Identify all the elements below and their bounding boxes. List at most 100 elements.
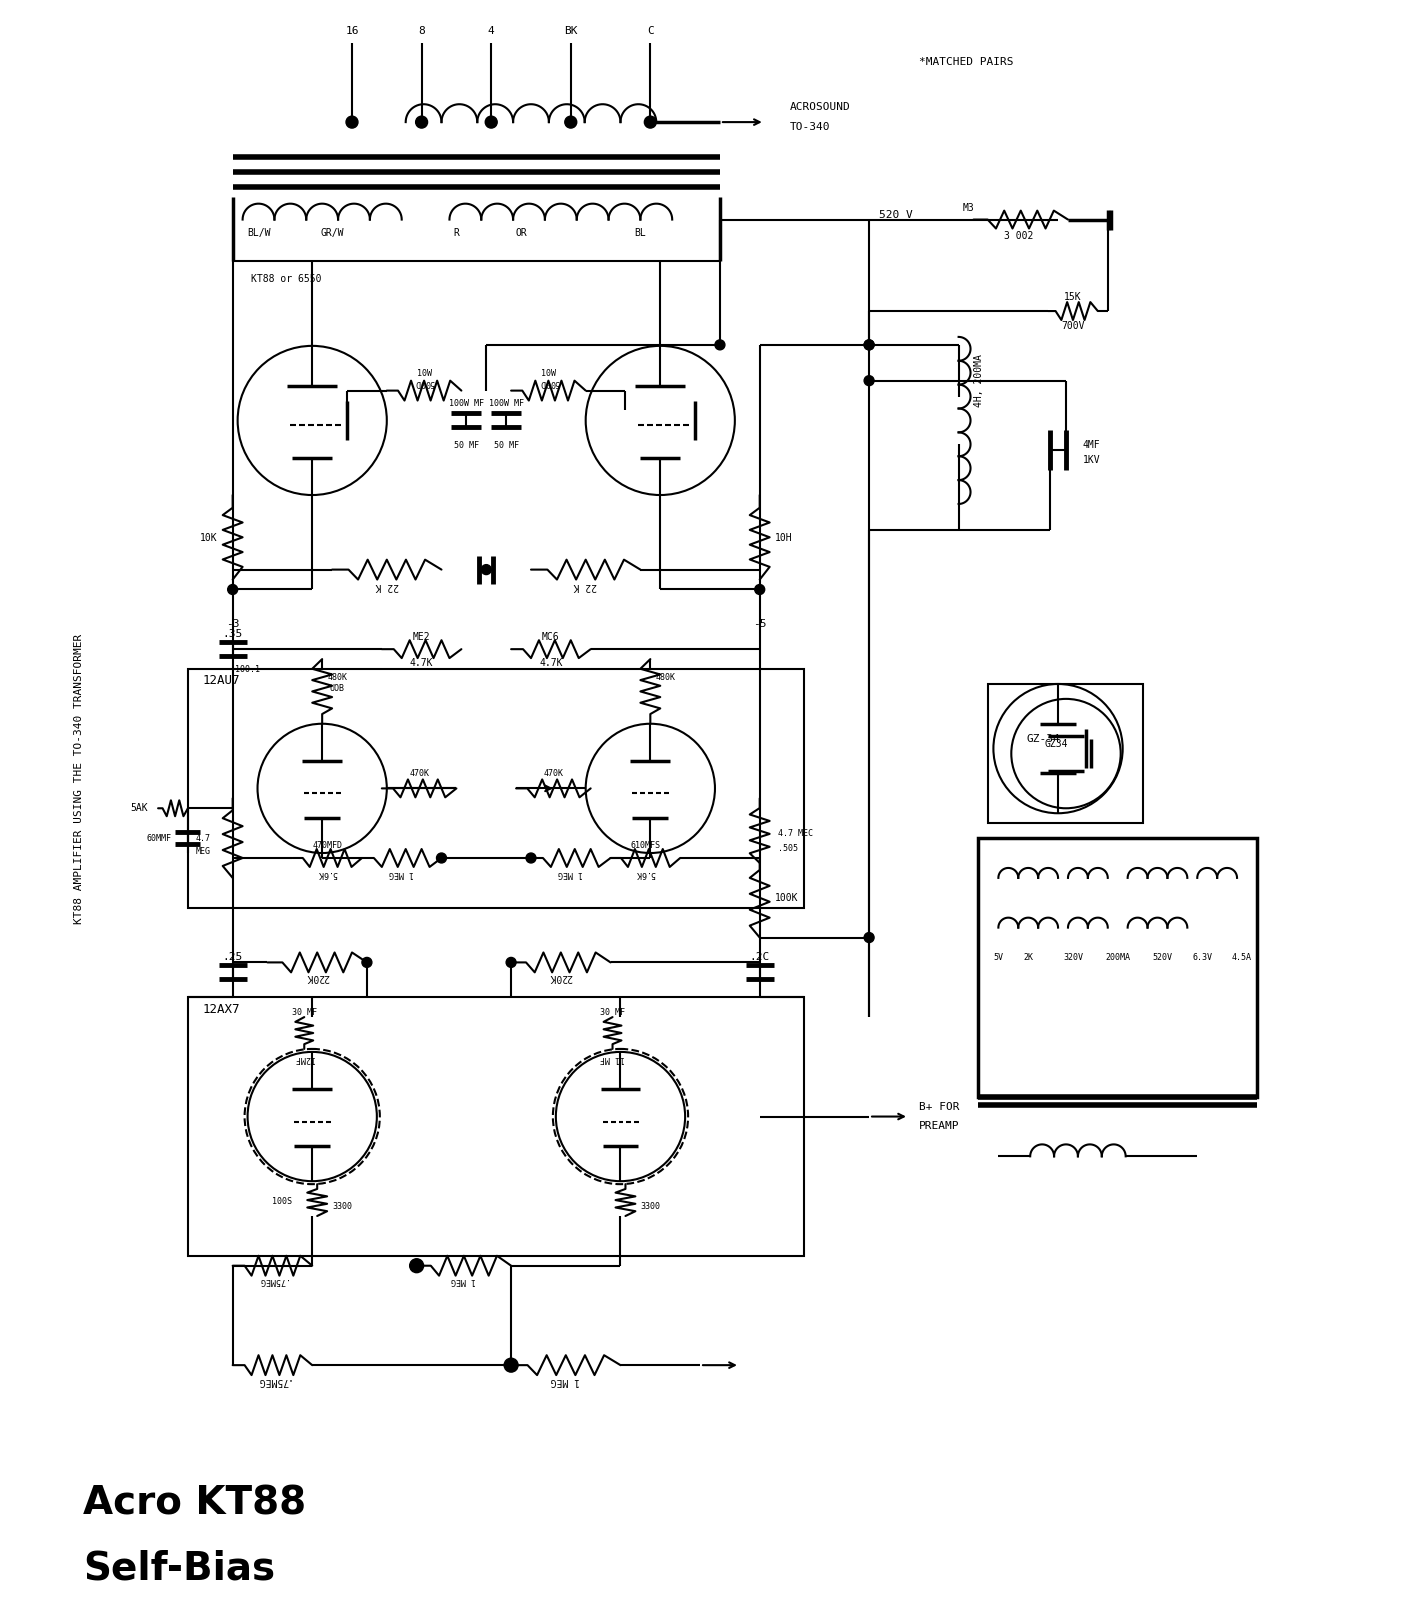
Text: 470K: 470K [410, 770, 429, 778]
Text: 1 MEG: 1 MEG [390, 869, 414, 878]
Text: 3 002: 3 002 [1003, 232, 1033, 242]
Text: 10W: 10W [417, 370, 432, 378]
Text: 1KV: 1KV [1083, 456, 1101, 466]
Text: 60MMF: 60MMF [146, 834, 171, 843]
Text: 16: 16 [346, 26, 359, 35]
Text: 1 MEG: 1 MEG [558, 869, 584, 878]
Text: 15K: 15K [1064, 293, 1081, 302]
Text: GZ-34: GZ-34 [1026, 734, 1060, 744]
Text: 10K: 10K [200, 533, 218, 542]
Text: 100S: 100S [272, 1197, 292, 1205]
Circle shape [645, 117, 656, 128]
Circle shape [228, 584, 238, 595]
Text: -3: -3 [225, 619, 239, 629]
Circle shape [361, 957, 371, 968]
Text: M3: M3 [962, 203, 975, 213]
Text: 4.5A: 4.5A [1231, 954, 1253, 962]
Text: 220K: 220K [306, 973, 329, 982]
Text: ACROSOUND: ACROSOUND [789, 102, 850, 112]
Circle shape [526, 853, 536, 862]
Text: 4.7K: 4.7K [538, 658, 563, 669]
Text: 30 MF: 30 MF [292, 1008, 317, 1016]
Text: 500D: 500D [415, 378, 435, 387]
Text: .505: .505 [778, 843, 798, 853]
Text: 220K: 220K [548, 973, 572, 982]
Text: 5.6K: 5.6K [317, 869, 337, 878]
Text: Acro KT88: Acro KT88 [84, 1485, 306, 1523]
Text: 480K: 480K [655, 672, 676, 682]
Text: UOB: UOB [330, 685, 344, 693]
Bar [188, 997, 805, 1256]
Text: 2K: 2K [1023, 954, 1033, 962]
Text: C: C [648, 26, 653, 35]
Text: B+ FOR: B+ FOR [918, 1101, 959, 1112]
Circle shape [755, 584, 765, 595]
Text: MEG: MEG [196, 846, 211, 856]
Text: 50 MF: 50 MF [453, 442, 479, 450]
Circle shape [864, 376, 874, 386]
Circle shape [485, 117, 497, 128]
Text: 10W: 10W [541, 370, 557, 378]
Bar [979, 838, 1257, 1096]
Text: ME2: ME2 [412, 632, 431, 642]
Circle shape [482, 565, 492, 574]
Text: -5: -5 [752, 619, 767, 629]
Text: 470MFD: 470MFD [312, 840, 341, 850]
Text: 320V: 320V [1063, 954, 1083, 962]
Text: GZ34: GZ34 [1044, 739, 1068, 749]
Text: .25: .25 [222, 952, 242, 963]
Text: 6.3V: 6.3V [1192, 954, 1212, 962]
Text: 470K: 470K [544, 770, 564, 778]
Text: PREAMP: PREAMP [918, 1122, 959, 1131]
Circle shape [436, 853, 446, 862]
Text: 4H, 200MA: 4H, 200MA [973, 354, 983, 406]
Text: 480K: 480K [327, 672, 347, 682]
Text: GR/W: GR/W [320, 229, 344, 238]
Circle shape [415, 117, 428, 128]
Text: 1 MEG: 1 MEG [451, 1277, 476, 1285]
Text: .35: .35 [222, 629, 242, 640]
Text: 5.6K: 5.6K [635, 869, 655, 878]
Text: KT88 AMPLIFIER USING THE TO-340 TRANSFORMER: KT88 AMPLIFIER USING THE TO-340 TRANSFOR… [74, 634, 84, 923]
Circle shape [864, 339, 874, 350]
Text: 1 MEG: 1 MEG [551, 1376, 581, 1386]
Text: 100K: 100K [775, 893, 798, 902]
Text: 12MF: 12MF [295, 1054, 315, 1064]
Circle shape [504, 1358, 519, 1373]
Circle shape [506, 957, 516, 968]
Text: BL/W: BL/W [248, 229, 271, 238]
Text: 4.7: 4.7 [196, 834, 211, 843]
Text: 100W MF: 100W MF [449, 398, 483, 408]
Text: 200MA: 200MA [1105, 954, 1131, 962]
Text: 11 MF: 11 MF [599, 1054, 625, 1064]
Bar [989, 683, 1142, 822]
Text: 30 MF: 30 MF [599, 1008, 625, 1016]
Circle shape [864, 933, 874, 942]
Text: 500D: 500D [538, 378, 558, 387]
Text: 22 K: 22 K [574, 581, 598, 590]
Text: 12AX7: 12AX7 [203, 1003, 241, 1016]
Circle shape [346, 117, 359, 128]
Text: 610MFS: 610MFS [631, 840, 660, 850]
Circle shape [565, 117, 577, 128]
Text: 100.1: 100.1 [235, 664, 261, 674]
Text: 4.7 MEC: 4.7 MEC [778, 829, 812, 838]
Text: 4: 4 [487, 26, 495, 35]
Text: 700V: 700V [1061, 322, 1084, 331]
Text: 520 V: 520 V [879, 210, 913, 219]
Circle shape [864, 339, 874, 350]
Text: 520V: 520V [1152, 954, 1172, 962]
Text: 3300: 3300 [640, 1202, 660, 1211]
Text: OR: OR [516, 229, 527, 238]
Text: 100W MF: 100W MF [489, 398, 524, 408]
Bar [188, 669, 805, 907]
Text: 4.7K: 4.7K [410, 658, 434, 669]
Text: 5V: 5V [993, 954, 1003, 962]
Text: Self-Bias: Self-Bias [84, 1549, 276, 1587]
Text: 4MF: 4MF [1083, 440, 1101, 450]
Text: BK: BK [564, 26, 578, 35]
Text: 22 K: 22 K [376, 581, 398, 590]
Text: 12AU7: 12AU7 [203, 675, 241, 688]
Circle shape [716, 339, 726, 350]
Text: 3300: 3300 [332, 1202, 351, 1211]
